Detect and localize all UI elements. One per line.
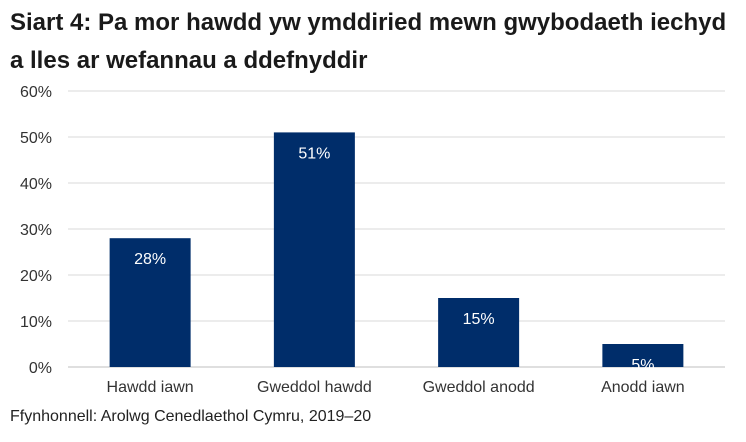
chart-title: Siart 4: Pa mor hawdd yw ymddiried mewn … <box>10 9 727 74</box>
data-label: 51% <box>298 145 330 162</box>
x-tick-label: Gweddol hawdd <box>257 379 372 396</box>
bar <box>602 344 684 367</box>
data-label: 28% <box>134 251 166 268</box>
bar <box>109 238 191 367</box>
data-label: 5% <box>631 357 654 374</box>
data-label: 15% <box>463 311 495 328</box>
y-tick-label: 40% <box>20 176 52 193</box>
bar <box>438 298 520 367</box>
x-tick-label: Anodd iawn <box>601 379 685 396</box>
x-tick-label: Gweddol anodd <box>423 379 535 396</box>
y-tick-label: 60% <box>20 84 52 101</box>
y-tick-label: 10% <box>20 314 52 331</box>
y-tick-label: 20% <box>20 268 52 285</box>
source-note: Ffynhonnell: Arolwg Cenedlaethol Cymru, … <box>10 408 372 425</box>
y-tick-label: 0% <box>29 360 52 377</box>
x-tick-label: Hawdd iawn <box>107 379 194 396</box>
y-tick-label: 30% <box>20 222 52 239</box>
bar <box>273 132 355 367</box>
y-tick-label: 50% <box>20 130 52 147</box>
